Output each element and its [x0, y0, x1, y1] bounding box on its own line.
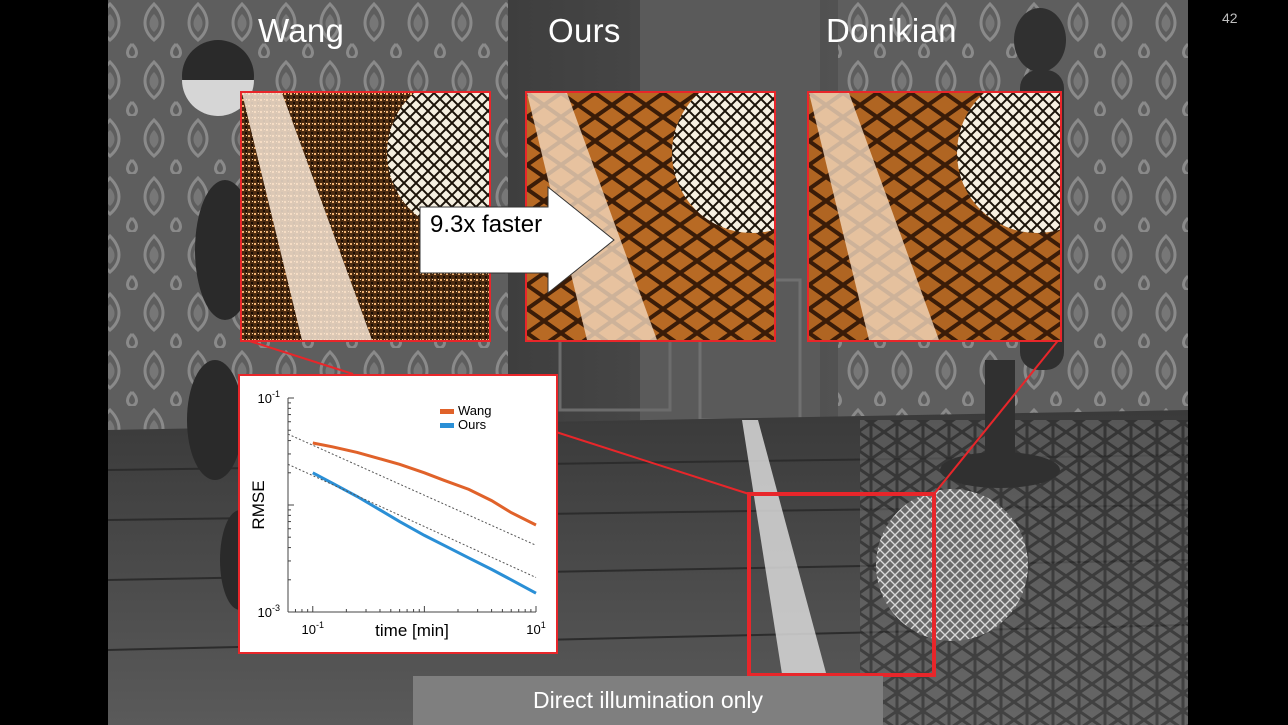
reference-line-2 [287, 433, 537, 546]
reference-line-3 [287, 463, 537, 578]
title-donikian: Donikian [826, 12, 957, 49]
y-tick-label-top: 10-1 [258, 389, 280, 406]
speedup-arrow [419, 185, 615, 295]
speedup-label: 9.3x faster [430, 211, 543, 238]
series-line-wang [312, 441, 537, 527]
legend-label-ours: Ours [458, 417, 487, 432]
x-tick-label-right: 101 [526, 620, 545, 637]
rmse-plot-panel: 10-1 10-3 10-1 101 time [min] RMSE Wang Ours [238, 374, 558, 654]
x-axis-label: time [min] [375, 621, 449, 640]
legend-label-wang: Wang [458, 403, 491, 418]
legend-swatch-ours [440, 423, 454, 428]
series-line-ours [312, 471, 537, 595]
x-tick-label-left: 10-1 [302, 620, 324, 637]
slide-number: 42 [1222, 10, 1238, 26]
caption-box: Direct illumination only [413, 676, 883, 725]
y-axis-label: RMSE [249, 480, 268, 529]
y-tick-label-bottom: 10-3 [258, 603, 280, 620]
title-ours: Ours [548, 12, 621, 49]
inset-donikian [807, 91, 1062, 342]
inset-ours [525, 91, 776, 342]
caption-text: Direct illumination only [532, 687, 764, 713]
title-wang: Wang [258, 12, 345, 49]
legend-swatch-wang [440, 409, 454, 414]
